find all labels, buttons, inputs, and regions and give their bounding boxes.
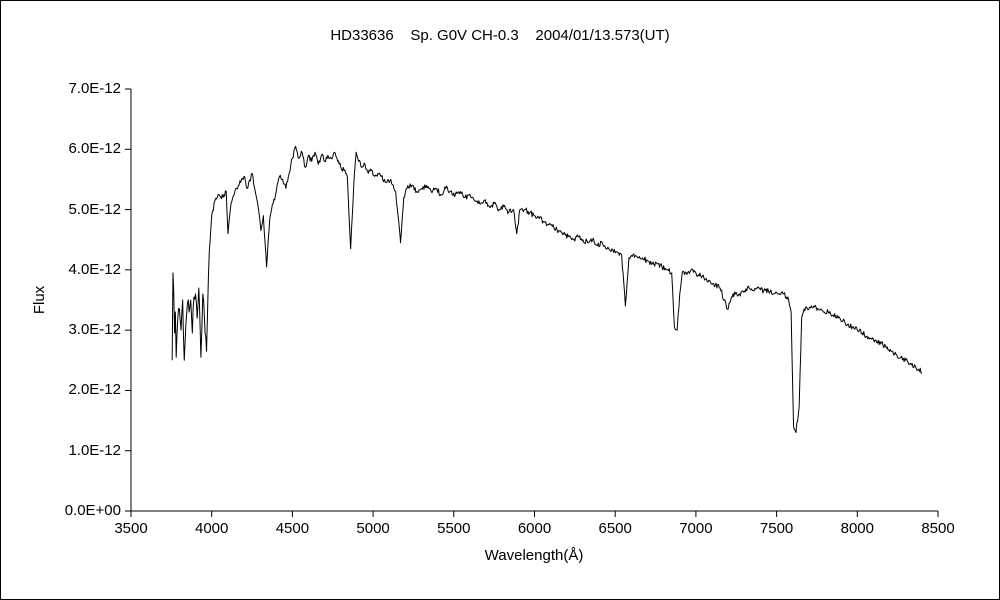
x-tick-label: 4000 (195, 520, 229, 537)
x-tick-label: 3500 (114, 520, 148, 537)
y-tick-label: 2.0E-12 (68, 381, 121, 399)
x-tick-label: 5500 (437, 520, 471, 537)
y-tick-label: 6.0E-12 (68, 140, 121, 158)
y-tick-label: 7.0E-12 (68, 80, 121, 97)
x-axis-label: Wavelength(Å) (484, 547, 584, 564)
x-tick-label: 4500 (275, 520, 310, 537)
x-tick-label: 8000 (840, 520, 874, 537)
spectrum-line (171, 145, 923, 434)
y-tick-label: 4.0E-12 (68, 260, 121, 278)
y-tick-label: 5.0E-12 (68, 200, 121, 218)
x-tick-label: 5000 (356, 520, 390, 537)
y-tick-label: 3.0E-12 (68, 321, 121, 339)
y-tick-label: 1.0E-12 (68, 441, 121, 459)
x-tick-label: 7500 (759, 520, 794, 537)
x-tick-label: 8500 (921, 520, 955, 537)
chart-title: HD33636 Sp. G0V CH-0.3 2004/01/13.573(UT… (330, 27, 670, 44)
x-tick-label: 6000 (517, 520, 552, 537)
x-tick-label: 6500 (598, 520, 632, 537)
x-tick-label: 7000 (679, 520, 713, 537)
y-tick-label: 0.0E+00 (64, 502, 121, 519)
axis-lines (130, 89, 938, 512)
